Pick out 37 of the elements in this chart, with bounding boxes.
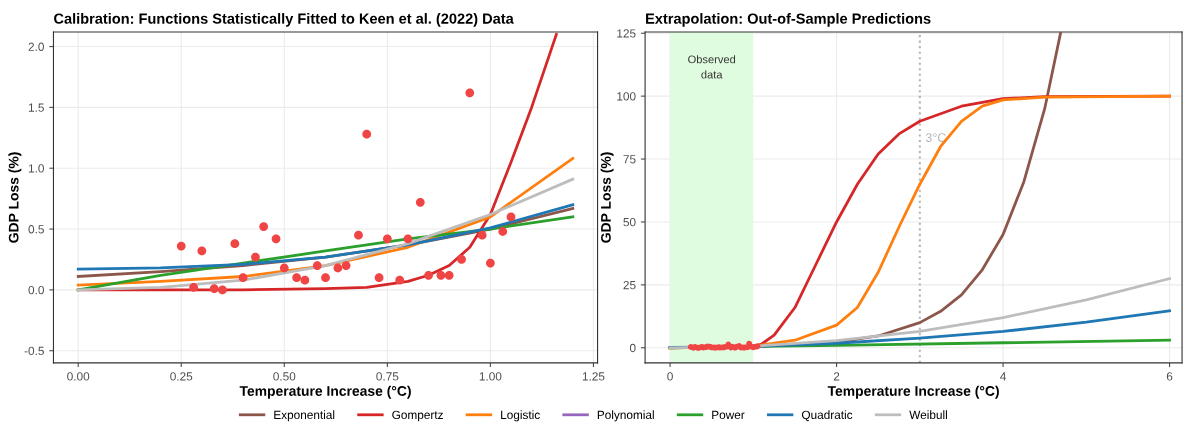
chart-title: Extrapolation: Out-of-Sample Predictions: [646, 13, 931, 27]
y-tick-label: 100: [617, 92, 636, 101]
legend-label: Power: [712, 410, 745, 420]
legend-label: Gompertz: [392, 410, 443, 422]
x-axis-title: Temperature Increase (°C): [827, 385, 999, 399]
y-tick-label: 50: [623, 217, 636, 227]
x-tick-label: 2: [833, 372, 840, 381]
y-tick-label: 1.0: [28, 164, 44, 173]
x-tick-label: 4: [1000, 372, 1007, 381]
legend-label: Logistic: [501, 410, 540, 422]
y-tick-label: 0.5: [28, 225, 44, 234]
legend-label: Exponential: [274, 410, 335, 422]
y-axis-title: GDP Loss (%): [8, 152, 22, 243]
x-tick-label: 0: [667, 372, 673, 381]
x-tick-label: 0.00: [67, 372, 90, 381]
y-tick-label: 2.0: [28, 42, 44, 51]
y-tick-label: 25: [623, 280, 636, 290]
y-tick-label: 75: [623, 155, 636, 164]
y-axis-title: GDP Loss (%): [600, 152, 614, 243]
x-tick-label: 0.25: [170, 372, 193, 381]
y-tick-label: 0.0: [28, 285, 44, 295]
band-label: Observed data: [688, 55, 736, 79]
legend-label: Polynomial: [597, 410, 654, 422]
x-tick-label: 6: [1166, 372, 1173, 381]
y-tick-label: 125: [617, 29, 636, 38]
y-tick-label: -0.5: [24, 346, 44, 356]
chart-title: Calibration: Functions Statistically Fitted to Keen et al. (2022) Data: [54, 13, 514, 27]
x-tick-label: 1.25: [582, 372, 605, 381]
ref-line-label: 3°C: [925, 133, 946, 143]
legend-label: Weibull: [909, 410, 947, 420]
y-tick-label: 1.5: [28, 103, 44, 112]
x-tick-label: 0.50: [273, 372, 296, 381]
y-tick-label: 0: [629, 343, 636, 353]
x-tick-label: 0.75: [376, 372, 399, 381]
x-tick-label: 1.00: [479, 372, 502, 381]
x-axis-title: Temperature Increase (°C): [239, 385, 411, 399]
legend-label: Quadratic: [801, 410, 853, 422]
